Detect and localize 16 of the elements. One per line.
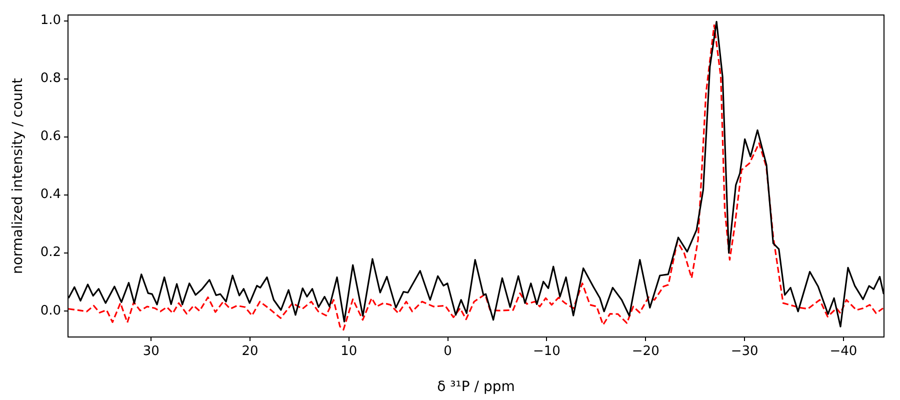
y-tick-label: 0.4	[40, 187, 61, 202]
y-tick-label: 0.2	[40, 245, 61, 260]
y-tick-label: 0.8	[40, 71, 61, 86]
x-tick-label: 20	[242, 344, 258, 360]
y-axis-title: normalized intensity / count	[10, 77, 26, 274]
y-tick-label: 1.0	[40, 13, 61, 28]
x-tick-label: 10	[340, 344, 358, 360]
x-tick-label: −10	[533, 344, 560, 360]
x-axis-title: δ ³¹P / ppm	[437, 379, 515, 396]
y-tick-label: 0.6	[40, 129, 61, 144]
x-tick-label: 30	[142, 344, 160, 360]
x-tick-label: −40	[830, 344, 858, 360]
x-tick-label: −30	[730, 344, 758, 360]
y-tick-label: 0.0	[40, 303, 61, 318]
x-tick-label: −20	[632, 344, 660, 360]
x-tick-label: 0	[444, 344, 452, 360]
